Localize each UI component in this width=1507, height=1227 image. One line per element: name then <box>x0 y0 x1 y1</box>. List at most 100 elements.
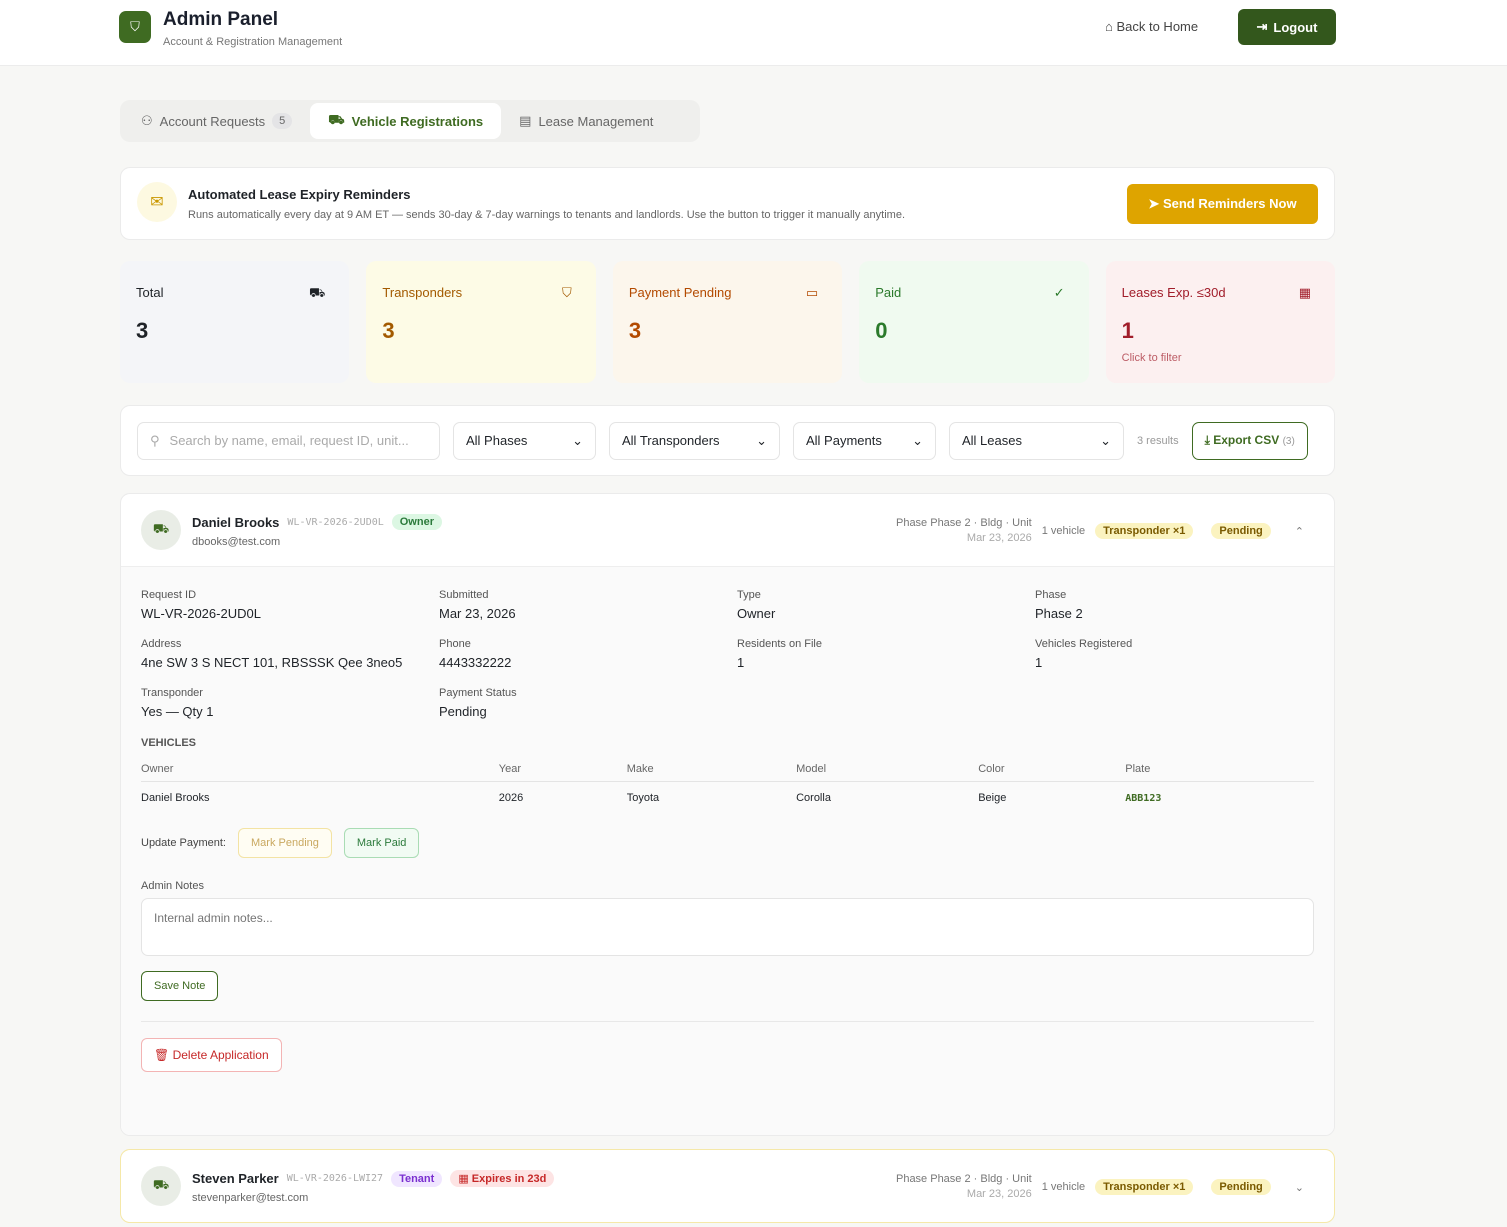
mark-paid-button[interactable]: Mark Paid <box>343 828 420 858</box>
field-label: Request ID <box>141 589 197 601</box>
delete-label: Delete Application <box>172 1048 269 1062</box>
back-label: Back to Home <box>1116 19 1199 34</box>
table-cell: ABB123 <box>1125 792 1162 804</box>
registration-card-expanded: ⛟ Daniel Brooks WL-VR-2026-2UD0L Owner dbo… <box>120 493 1335 1136</box>
admin-notes-input[interactable] <box>141 898 1314 956</box>
update-payment-label: Update Payment: <box>141 837 226 849</box>
tab-label: Vehicle Registrations <box>351 113 484 129</box>
applicant-name: Daniel Brooks <box>192 514 280 530</box>
role-badge: Tenant <box>391 1170 443 1187</box>
shield-icon: ⛉ <box>562 285 572 300</box>
payment-select[interactable]: All Payments ⌄ <box>793 421 936 460</box>
export-count: (3) <box>1282 436 1295 447</box>
vehicles-heading: VEHICLES <box>141 737 197 749</box>
search-placeholder: Search by name, email, request ID, unit.… <box>169 433 409 448</box>
location: Phase Phase 2 · Bldg · Unit <box>895 1173 1032 1185</box>
top-header: ⛉ Admin Panel Account & Registration Man… <box>0 0 1507 66</box>
date: Mar 23, 2026 <box>966 532 1032 544</box>
vehicle-count: 1 vehicle <box>1041 1181 1086 1193</box>
reminder-title: Automated Lease Expiry Reminders <box>188 187 411 202</box>
back-to-home-link[interactable]: ⌂ Back to Home <box>1105 19 1198 34</box>
registration-details: Request ID WL-VR-2026-2UD0L Submitted Mar 2… <box>121 567 1334 1135</box>
tab-lease-management[interactable]: ▤ Lease Management <box>501 103 671 139</box>
tab-vehicle-registrations[interactable]: ⛟ Vehicle Registrations <box>310 103 502 139</box>
column-header: Year <box>498 763 627 782</box>
phase-select[interactable]: All Phases ⌄ <box>453 421 596 460</box>
stat-value: 3 <box>382 318 395 343</box>
lease-select[interactable]: All Leases ⌄ <box>949 421 1124 460</box>
field-label: Transponder <box>141 687 203 699</box>
search-input[interactable]: ⚲ Search by name, email, request ID, unit… <box>137 421 440 460</box>
detail-field: Vehicles Registered 1 <box>1035 638 1333 670</box>
stat-value: 3 <box>136 318 149 343</box>
status-badge: Pending <box>1211 1179 1271 1195</box>
export-csv-button[interactable]: ⤓ Export CSV (3) <box>1191 421 1308 460</box>
column-header: Plate <box>1125 763 1314 782</box>
stat-card: Total ⛟ 3 <box>120 261 350 383</box>
column-header: Make <box>626 763 797 782</box>
stat-value: 0 <box>875 318 888 343</box>
transponder-select[interactable]: All Transponders ⌄ <box>609 421 780 460</box>
vehicles-table: Owner Year Make Model Color Plate Daniel Broo… <box>141 763 1314 804</box>
results-count: 3 results <box>1137 434 1179 447</box>
home-icon: ⌂ <box>1105 19 1117 34</box>
car-icon: ⛟ <box>141 510 181 550</box>
field-value: 1 <box>1035 655 1043 670</box>
stat-hint: Click to filter <box>1121 352 1182 364</box>
chevron-down-icon[interactable]: ⌄ <box>1294 1181 1304 1194</box>
chevron-down-icon: ⌄ <box>912 432 923 448</box>
field-value: 4443332222 <box>439 655 512 670</box>
lease-value: All Leases <box>962 433 1022 448</box>
send-icon: ➤ <box>1148 196 1163 211</box>
send-reminders-button[interactable]: ➤ Send Reminders Now <box>1127 184 1318 224</box>
tab-bar: ⚇ Account Requests 5 ⛟ Vehicle Registration… <box>120 100 700 142</box>
save-note-button[interactable]: Save Note <box>141 971 219 1001</box>
phase-value: All Phases <box>466 433 528 448</box>
download-icon: ⤓ <box>1204 433 1214 447</box>
table-cell: Toyota <box>626 792 660 804</box>
column-header: Color <box>978 763 1126 782</box>
applicant-name: Steven Parker <box>192 1171 279 1186</box>
registration-card[interactable]: ⛟ Steven Parker WL-VR-2026-LWI27 Tenant ▦ E… <box>120 1149 1335 1223</box>
tab-account-requests[interactable]: ⚇ Account Requests 5 <box>123 103 310 139</box>
payment-value: All Payments <box>806 433 882 448</box>
transponder-badge: Transponder ×1 <box>1095 523 1194 539</box>
column-header: Owner <box>141 763 499 782</box>
field-label: Vehicles Registered <box>1035 638 1133 650</box>
field-value: 1 <box>737 655 745 670</box>
field-value: Phase 2 <box>1035 606 1083 621</box>
stat-label: Paid <box>875 285 902 300</box>
stat-value: 1 <box>1121 318 1134 343</box>
field-value: 4ne SW 3 S NECT 101, RBSSSK Qee 3neo5 <box>141 655 403 670</box>
detail-field: Phase Phase 2 <box>1035 589 1333 621</box>
status-badge: Pending <box>1211 523 1271 539</box>
mark-pending-button[interactable]: Mark Pending <box>238 828 332 858</box>
chevron-down-icon: ⌄ <box>1100 432 1111 448</box>
chevron-up-icon[interactable]: ⌃ <box>1294 525 1304 538</box>
detail-field: Transponder Yes — Qty 1 <box>141 687 439 719</box>
field-label: Type <box>737 589 761 601</box>
transponder-badge: Transponder ×1 <box>1095 1179 1194 1195</box>
date: Mar 23, 2026 <box>966 1188 1032 1200</box>
field-value: Owner <box>737 606 776 621</box>
applicant-email: stevenparker@test.com <box>192 1192 309 1204</box>
chevron-down-icon: ⌄ <box>572 432 583 448</box>
field-value: Mar 23, 2026 <box>439 606 516 621</box>
stat-card[interactable]: Leases Exp. ≤30d ▦ 1 Click to filter <box>1105 261 1336 383</box>
chevron-down-icon: ⌄ <box>756 432 767 448</box>
applicant-email: dbooks@test.com <box>192 536 281 548</box>
search-icon: ⚲ <box>150 432 160 448</box>
location: Phase Phase 2 · Bldg · Unit <box>895 517 1032 529</box>
car-icon: ⛟ <box>141 1166 181 1206</box>
field-value: Pending <box>439 704 487 719</box>
stat-card: Transponders ⛉ 3 <box>366 261 596 383</box>
table-cell: Beige <box>978 792 1007 804</box>
send-label: Send Reminders Now <box>1162 196 1297 211</box>
logout-button[interactable]: ⇥ Logout <box>1238 9 1336 45</box>
detail-field: Address 4ne SW 3 S NECT 101, RBSSSK Qee 3… <box>141 638 439 670</box>
table-cell: 2026 <box>498 792 524 804</box>
mail-icon: ✉ <box>137 182 177 222</box>
delete-application-button[interactable]: 🗑 Delete Application <box>141 1038 282 1072</box>
registration-header[interactable]: ⛟ Daniel Brooks WL-VR-2026-2UD0L Owner dbo… <box>121 494 1334 567</box>
detail-field: Type Owner <box>737 589 1035 621</box>
